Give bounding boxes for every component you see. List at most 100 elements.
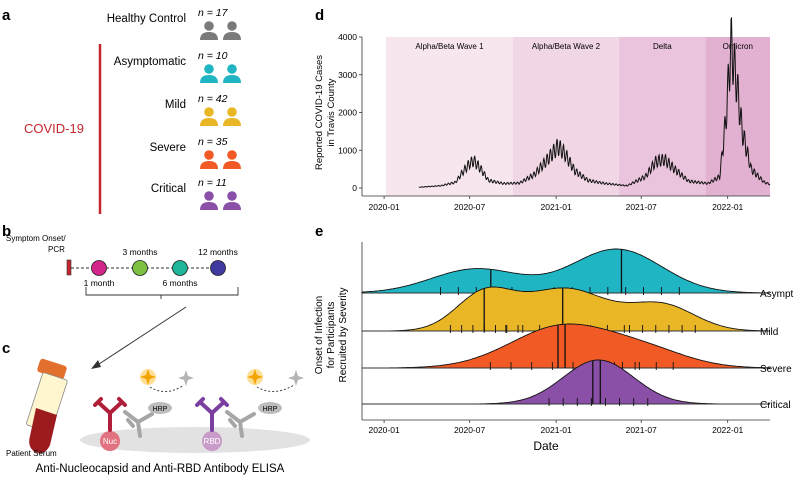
density-ridge [362,286,771,332]
reaction-arrow-2 [256,384,295,392]
patient-serum-label: Patient Serum [6,449,57,458]
wave-band [512,37,620,196]
series-label: Mild [760,327,778,338]
timepoint-label: 6 months [163,278,198,288]
reaction-arrow [149,384,185,392]
hrp-enzyme-icon [148,402,172,414]
x-tick-label: 2020-01 [368,425,399,435]
x-tick-label: 2021-07 [626,202,657,212]
group-count: n = 11 [198,177,227,189]
group-count: n = 42 [198,93,228,105]
panel-a-letter: a [2,7,11,24]
rbd-antigen-icon [202,431,222,451]
wave-band [619,37,706,196]
x-tick-label: 2022-01 [712,202,743,212]
person-icon [200,21,218,40]
substrate-star-icon [178,370,304,386]
secondary-antibody-icon [123,410,256,438]
density-ridge [362,323,771,369]
wave-label: Alpha/Beta Wave 1 [415,42,484,51]
nuc-antigen-icon [100,431,120,451]
panel-a: COVID-19 Healthy Control n = 17 Asymptomat… [24,7,241,214]
hrp-label-2: HRP [263,406,278,413]
person-icon [223,21,241,40]
timepoint-marker [132,260,148,276]
y-tick-label: 4000 [338,32,357,42]
wave-band [705,37,770,196]
panel-c-letter: c [2,340,10,357]
panel-b: Symptom Onset/ PCR 1 month 3 months 6 mont… [6,234,239,369]
wave-label: Delta [653,42,672,51]
person-icon [223,191,241,210]
person-icon [223,107,241,126]
y-tick-label: 3000 [338,70,357,80]
wave-band [386,37,513,196]
y-tick-label: 2000 [338,108,357,118]
group-label: Severe [150,142,186,154]
onset-label-1: Symptom Onset/ [6,234,66,243]
y-axis-label: Recruited by Severity [338,287,349,382]
x-tick-label: 2021-07 [626,425,657,435]
panel-c: Patient Serum Nuc RBD HRP HRP [6,358,310,475]
panel-b-letter: b [2,223,11,240]
elisa-title: Anti-Nucleocapsid and Anti-RBD Antibody … [36,463,285,475]
panel-d-letter: d [315,7,324,24]
group-list: Healthy Control n = 17 Asymptomatic n = 10 M… [107,7,241,210]
group-count: n = 35 [198,136,228,148]
timepoint-label: 1 month [84,278,115,288]
serum-tube-icon [26,358,68,454]
person-icon [200,64,218,83]
density-ridge [361,248,771,294]
series-label: Severe [760,364,792,375]
anti-rbd-antibody-icon [195,397,229,432]
covid-label: COVID-19 [24,121,84,136]
person-icon [223,64,241,83]
elisa-plate [80,427,310,453]
onset-marker [66,259,72,276]
person-icon [200,150,218,169]
x-tick-label: 2020-07 [454,425,485,435]
timepoint-label: 12 months [198,247,238,257]
flow-arrow-head [91,360,101,369]
timepoint-marker [91,260,107,276]
x-tick-label: 2022-01 [712,425,743,435]
cases-series-line [418,17,771,188]
wave-label: Omicron [723,42,753,51]
onset-label-2: PCR [48,245,65,254]
group-label: Asymptomatic [114,56,186,68]
group-count: n = 17 [198,7,229,19]
group-label: Critical [151,183,186,195]
hrp-enzyme-icon-2 [258,402,282,414]
timepoint-marker [210,260,226,276]
person-icon [200,191,218,210]
hrp-label: HRP [153,406,168,413]
person-icon [200,107,218,126]
x-tick-label: 2020-07 [454,202,485,212]
timepoint-bracket [85,287,239,296]
wave-label: Alpha/Beta Wave 2 [532,42,601,51]
group-count: n = 10 [198,50,228,62]
series-label: Asympt [760,289,794,300]
flow-arrow [95,306,187,367]
timepoint-marker [172,260,188,276]
y-axis-label: Reported COVID-19 Cases [314,55,325,170]
x-axis-label: Date [533,439,559,453]
y-axis-label-2: in Travis County [326,78,337,146]
timepoint-label: 3 months [123,247,158,257]
signal-star-icon [140,369,263,385]
person-icon [223,150,241,169]
panel-d-chart: Alpha/Beta Wave 1 Alpha/Beta Wave 2 Delta O… [314,17,771,212]
x-tick-label: 2021-01 [541,425,572,435]
nuc-label: Nuc [103,437,117,446]
group-label: Mild [165,99,186,111]
panel-e-letter: e [315,223,323,240]
y-tick-label: 0 [352,183,357,193]
anti-nuc-antibody-icon [93,397,127,432]
rbd-label: RBD [204,437,221,446]
y-axis-label: Onset of Infection [314,296,325,374]
y-axis-label: for Participants [326,302,337,369]
group-label: Healthy Control [107,13,186,25]
panel-e-chart: Asympt Mild Severe Critical 2020-01 2020-07 20… [314,242,794,453]
x-tick-label: 2021-01 [541,202,572,212]
